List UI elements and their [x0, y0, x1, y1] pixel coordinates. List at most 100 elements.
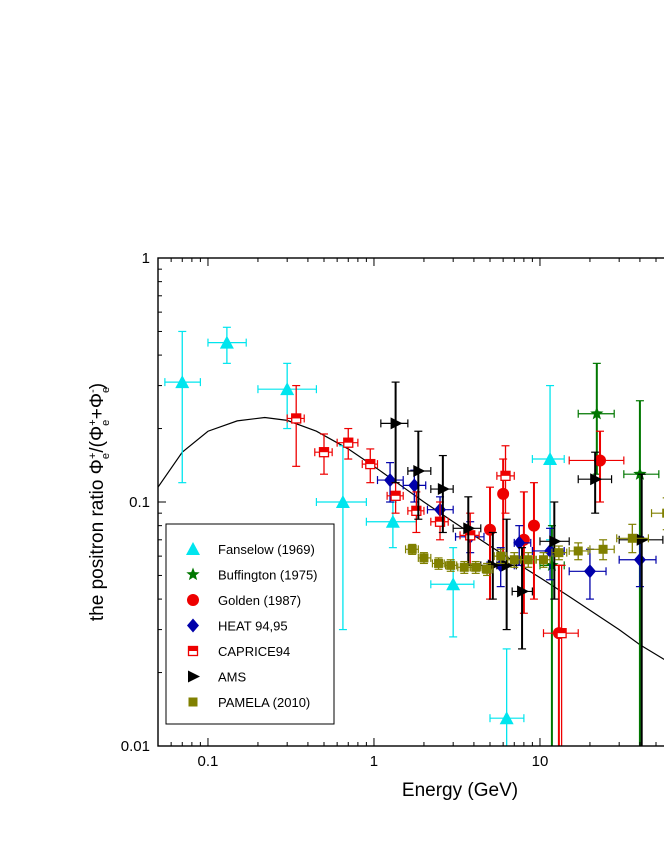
data-point: [365, 501, 417, 549]
series-half-square: [286, 384, 579, 746]
marker-circle: [497, 487, 510, 500]
data-point: [535, 552, 551, 568]
legend-marker-square: [188, 697, 198, 707]
data-layer: [164, 326, 664, 746]
marker-triangle-right: [517, 585, 530, 598]
legend-label: Golden (1987): [218, 593, 301, 608]
marker-square: [434, 558, 444, 568]
legend: Fanselow (1969) Buffington (1975) Golden (…: [165, 523, 335, 725]
legend-item: Fanselow (1969): [186, 542, 315, 557]
marker-square: [459, 562, 469, 572]
series-triangle-up: [164, 326, 565, 746]
legend-marker-triangle-up: [186, 542, 200, 555]
legend-marker-star: [186, 567, 200, 581]
x-tick-label: 1: [370, 753, 378, 770]
data-point: [481, 562, 494, 577]
marker-square: [538, 555, 548, 565]
data-point: [407, 430, 432, 520]
legend-item: Golden (1987): [187, 593, 301, 608]
legend-marker-triangle-right: [188, 670, 200, 683]
marker-circle: [484, 523, 496, 536]
marker-square: [407, 544, 417, 554]
marker-triangle-up: [499, 711, 514, 725]
marker-square: [627, 533, 637, 543]
marker-square: [662, 508, 664, 518]
data-point: [430, 454, 454, 534]
y-tick-label: 1: [142, 250, 150, 267]
legend-label: Buffington (1975): [218, 568, 318, 583]
marker-half-square: [390, 490, 401, 501]
marker-half-square: [500, 470, 511, 481]
data-point: [430, 501, 449, 541]
marker-half-square: [411, 505, 422, 516]
marker-diamond: [513, 535, 526, 550]
marker-half-square: [434, 516, 446, 527]
data-point: [589, 539, 615, 561]
marker-triangle-right: [437, 483, 450, 496]
legend-label: CAPRICE94: [218, 644, 290, 659]
data-point: [404, 543, 419, 555]
data-point: [444, 559, 458, 572]
data-point: [577, 451, 613, 514]
data-point: [539, 501, 570, 600]
marker-triangle-up: [219, 335, 234, 349]
data-point: [507, 552, 521, 568]
legend-marker-half-square: [187, 645, 199, 657]
marker-star: [545, 558, 559, 572]
data-point: [457, 560, 471, 574]
data-point: [286, 384, 305, 467]
data-point: [527, 482, 540, 600]
data-point: [459, 512, 480, 566]
x-tick-label: 10: [532, 753, 549, 770]
legend-item: HEAT 94,95: [187, 618, 288, 634]
marker-half-square: [291, 413, 302, 424]
marker-star: [633, 467, 647, 480]
marker-square: [509, 555, 519, 565]
data-point: [520, 552, 536, 568]
data-point: [496, 445, 515, 514]
marker-triangle-up: [385, 514, 400, 528]
data-point: [376, 462, 404, 503]
data-point: [164, 330, 201, 484]
y-tick-label: 0.1: [129, 494, 150, 511]
data-point: [407, 491, 425, 534]
data-point: [511, 547, 533, 650]
marker-square: [554, 548, 564, 558]
marker-triangle-right: [463, 522, 476, 535]
marker-diamond: [384, 473, 397, 488]
legend-marker-diamond: [187, 618, 199, 633]
marker-half-square: [365, 458, 376, 470]
data-point: [207, 326, 247, 364]
legend-item: PAMELA (2010): [188, 695, 310, 710]
marker-diamond: [583, 564, 596, 579]
marker-triangle-right: [590, 473, 603, 486]
data-point: [552, 564, 565, 746]
marker-triangle-right: [501, 559, 514, 572]
y-tick-label: 0.01: [121, 738, 150, 755]
data-point: [361, 448, 379, 484]
marker-triangle-up: [335, 495, 350, 508]
legend-label: AMS: [218, 670, 247, 685]
marker-square: [446, 560, 456, 570]
data-point: [568, 548, 607, 600]
marker-diamond: [408, 478, 421, 493]
data-point: [539, 525, 565, 746]
legend-marker-circle: [187, 594, 199, 606]
plot-area: 0.1 1 10 0.01 0.1 1: [121, 250, 664, 770]
marker-triangle-up: [446, 577, 461, 591]
marker-circle: [527, 519, 540, 532]
data-point: [618, 536, 657, 588]
legend-label: HEAT 94,95: [218, 619, 288, 634]
legend-item: AMS: [188, 670, 247, 685]
data-point: [616, 523, 650, 554]
marker-diamond: [633, 552, 646, 567]
marker-half-square: [343, 437, 354, 448]
data-point: [315, 445, 367, 631]
data-point: [542, 564, 579, 746]
marker-half-square: [556, 628, 567, 639]
marker-triangle-right: [413, 464, 426, 477]
legend-item: Buffington (1975): [186, 567, 318, 583]
marker-triangle-right: [390, 417, 403, 430]
legend-label: PAMELA (2010): [218, 695, 310, 710]
